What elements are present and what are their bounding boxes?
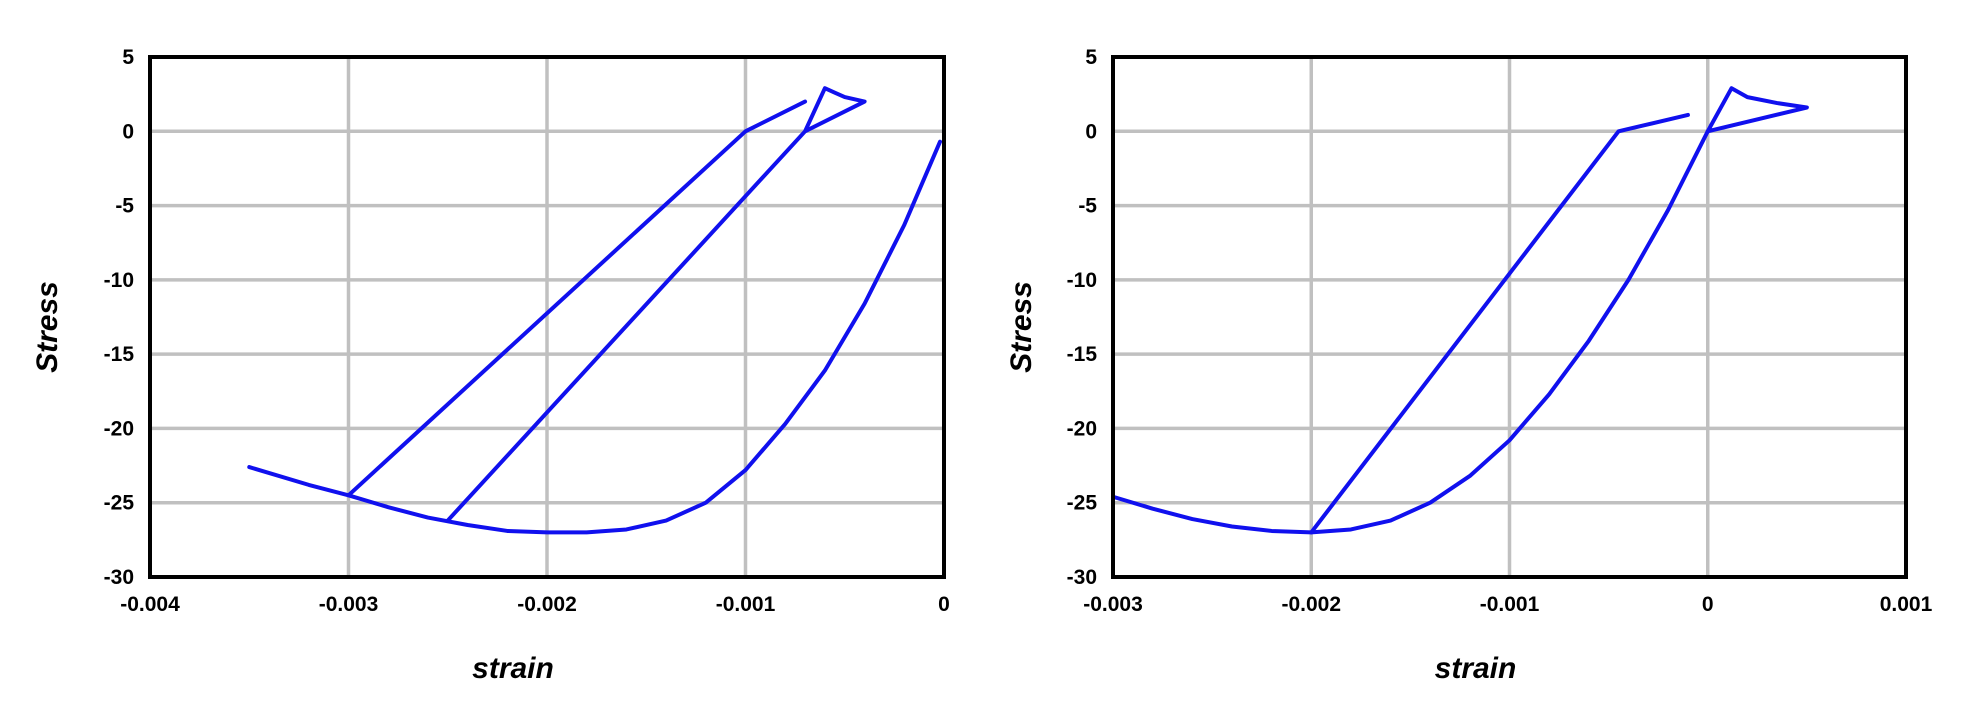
chart-1-series-1 [346, 99, 808, 498]
chart-2-plot-frame [1111, 55, 1908, 579]
chart-2-y-tick-label: -25 [1067, 492, 1098, 515]
chart-1-x-tick-label: -0.004 [120, 593, 180, 616]
chart-2-y-tick-label: -20 [1067, 417, 1097, 440]
chart-2-y-tick-label: -10 [1067, 269, 1097, 292]
chart-1-x-tick-label: 0 [938, 593, 950, 616]
chart-2-y-tick-label: -30 [1067, 566, 1097, 589]
chart-1-x-tick-label: -0.001 [716, 593, 776, 616]
chart-1-y-tick-label: 5 [122, 46, 134, 69]
chart-left-svg: 5 0 -5 -10 -15 -20 -25 -30 -0.004 -0.003 -0.002 -0.… [31, 46, 950, 685]
chart-2-series-1 [1309, 112, 1690, 535]
chart-1-plot-frame [148, 55, 946, 579]
chart-2-y-axis-title: Stress [1005, 281, 1038, 373]
chart-2-x-tick-label: 0 [1702, 593, 1714, 616]
chart-2-y-tick-label: 5 [1085, 46, 1097, 69]
chart-right-svg: 5 0 -5 -10 -15 -20 -25 -30 -0.003 -0.002 -0.001 0 0.… [1005, 46, 1933, 685]
chart-1-y-tick-label: -10 [104, 269, 134, 292]
chart-1-y-tick-label: -5 [115, 195, 134, 218]
chart-2-x-tick-label: -0.002 [1281, 593, 1341, 616]
chart-1-x-tick-label: -0.003 [319, 593, 379, 616]
chart-2-x-axis-title: strain [1435, 652, 1517, 685]
chart-1-series-2 [445, 86, 867, 523]
chart-1-x-tick-label: -0.002 [517, 593, 577, 616]
chart-2-y-tick-label: -5 [1078, 195, 1097, 218]
chart-2-x-tick-label: -0.003 [1083, 593, 1143, 616]
chart-2-x-tick-label: -0.001 [1480, 593, 1540, 616]
chart-2-x-tick-label: 0.001 [1880, 593, 1933, 616]
chart-right: 5 0 -5 -10 -15 -20 -25 -30 -0.003 -0.002 -0.001 0 0.… [987, 0, 1973, 706]
chart-2-y-tick-label: -15 [1067, 343, 1098, 366]
chart-1-y-tick-label: 0 [122, 120, 134, 143]
chart-2-y-tick-label: 0 [1085, 120, 1097, 143]
chart-left: 5 0 -5 -10 -15 -20 -25 -30 -0.004 -0.003 -0.002 -0.… [0, 0, 986, 706]
chart-2-series-2 [1705, 86, 1809, 134]
chart-1-y-tick-label: -20 [104, 417, 134, 440]
chart-1-y-tick-label: -15 [104, 343, 135, 366]
chart-1-x-axis-title: strain [472, 652, 554, 685]
chart-1-y-tick-label: -30 [104, 566, 134, 589]
chart-1-y-tick-label: -25 [104, 492, 135, 515]
chart-2-series-0 [1111, 129, 1710, 535]
chart-1-series-0 [247, 139, 943, 535]
chart-1-y-axis-title: Stress [31, 281, 64, 373]
